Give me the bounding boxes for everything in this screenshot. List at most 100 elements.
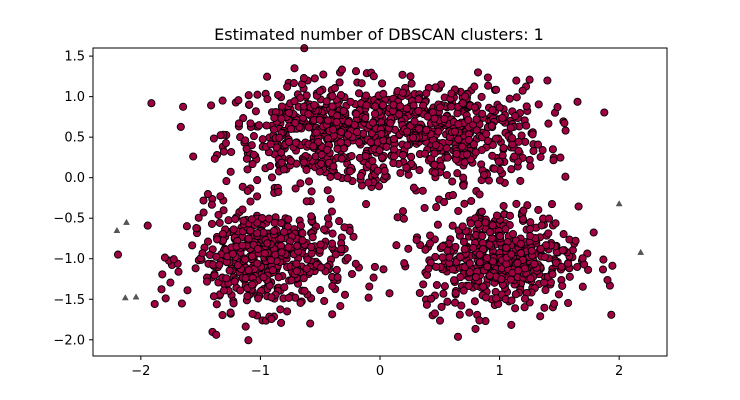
cluster-point: [510, 152, 519, 161]
cluster-point: [331, 250, 340, 259]
cluster-point: [485, 228, 494, 237]
cluster-point: [522, 102, 531, 111]
cluster-point: [534, 205, 543, 214]
cluster-point: [212, 330, 221, 339]
cluster-point: [584, 265, 593, 274]
cluster-point: [422, 125, 431, 134]
cluster-point: [258, 214, 267, 223]
cluster-point: [385, 289, 394, 298]
cluster-point: [347, 269, 357, 279]
cluster-point: [454, 135, 463, 144]
cluster-point: [445, 253, 454, 262]
cluster-point: [354, 89, 364, 98]
cluster-point: [419, 280, 428, 289]
cluster-point: [608, 261, 617, 270]
cluster-point: [263, 95, 272, 104]
cluster-point: [166, 278, 175, 287]
cluster-point: [414, 106, 423, 116]
cluster-point: [490, 164, 499, 173]
cluster-point: [246, 197, 255, 206]
cluster-point: [194, 213, 203, 222]
cluster-point: [212, 252, 221, 261]
cluster-point: [516, 239, 525, 248]
cluster-point: [578, 282, 587, 291]
cluster-point: [310, 74, 319, 83]
cluster-point: [494, 157, 503, 166]
cluster-point: [147, 99, 156, 108]
cluster-point: [403, 141, 412, 150]
cluster-point: [420, 203, 429, 213]
cluster-point: [330, 84, 339, 93]
cluster-point: [559, 230, 568, 239]
cluster-point: [226, 167, 235, 176]
cluster-point: [458, 142, 467, 151]
cluster-point: [432, 280, 441, 290]
cluster-point: [221, 139, 230, 148]
cluster-point: [328, 229, 337, 238]
cluster-point: [336, 91, 346, 100]
cluster-point: [377, 129, 386, 139]
cluster-point: [451, 288, 460, 298]
cluster-point: [551, 219, 560, 228]
y-tick-label: −2.0: [53, 333, 85, 348]
cluster-point: [464, 281, 473, 291]
cluster-point: [302, 264, 311, 273]
cluster-point: [525, 75, 534, 84]
cluster-point: [279, 227, 289, 237]
cluster-point: [453, 332, 463, 341]
cluster-point: [379, 265, 388, 274]
cluster-point: [410, 117, 419, 126]
cluster-point: [284, 215, 293, 224]
cluster-point: [364, 293, 373, 302]
cluster-point: [507, 165, 516, 174]
cluster-point: [447, 102, 456, 111]
cluster-point: [378, 101, 388, 110]
cluster-point: [299, 274, 308, 283]
cluster-point: [457, 301, 466, 310]
cluster-point: [511, 304, 520, 313]
cluster-point: [216, 192, 225, 201]
cluster-point: [501, 225, 510, 234]
cluster-point: [603, 275, 612, 285]
cluster-point: [389, 100, 398, 109]
y-tick-label: −1.5: [53, 293, 85, 308]
cluster-point: [264, 214, 274, 223]
cluster-point: [415, 288, 424, 298]
cluster-point: [375, 146, 384, 155]
cluster-point: [308, 233, 317, 242]
cluster-point: [516, 249, 525, 258]
cluster-point: [451, 242, 460, 251]
cluster-point: [333, 273, 342, 282]
cluster-point: [361, 113, 370, 122]
cluster-point: [484, 81, 493, 90]
cluster-point: [292, 267, 301, 276]
cluster-point: [207, 200, 216, 209]
cluster-point: [395, 110, 404, 119]
cluster-point: [475, 190, 484, 199]
noise-point: [615, 200, 623, 207]
cluster-point: [283, 82, 292, 91]
cluster-point: [143, 221, 152, 230]
cluster-point: [333, 172, 342, 181]
cluster-point: [520, 303, 529, 312]
cluster-point: [238, 241, 247, 250]
cluster-point: [430, 149, 439, 158]
cluster-point: [203, 237, 213, 246]
y-tick-label: 1.5: [64, 50, 85, 65]
cluster-point: [229, 225, 238, 234]
cluster-point: [284, 243, 293, 252]
cluster-point: [456, 252, 465, 262]
cluster-point: [218, 311, 227, 320]
cluster-point: [409, 133, 418, 142]
cluster-point: [323, 214, 333, 223]
cluster-point: [189, 152, 198, 161]
cluster-point: [262, 121, 271, 130]
cluster-point: [396, 168, 405, 178]
cluster-point: [326, 195, 335, 204]
cluster-point: [291, 184, 300, 193]
cluster-point: [253, 176, 262, 185]
cluster-point: [422, 300, 431, 309]
cluster-point: [320, 296, 329, 306]
cluster-point: [415, 124, 424, 133]
cluster-point: [355, 138, 364, 147]
